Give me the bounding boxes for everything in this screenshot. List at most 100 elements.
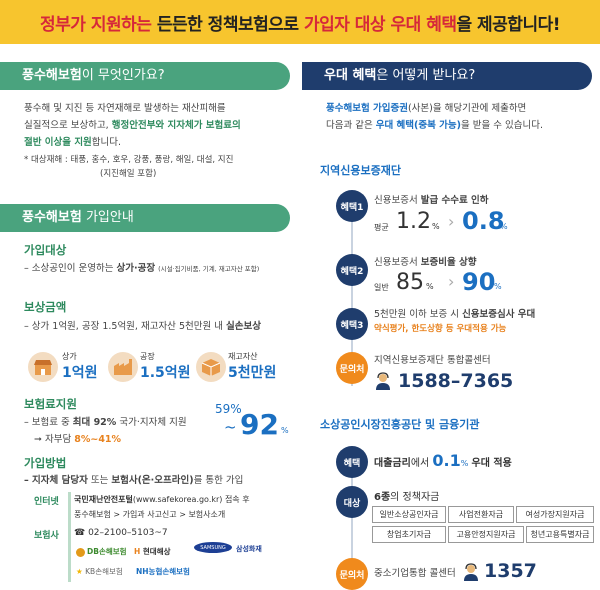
fund-b2-from: 85 bbox=[396, 270, 424, 295]
what-body: 풍수해 및 지진 등 자연재해로 발생하는 재산피해를 실질적으로 보상하고, … bbox=[24, 100, 294, 181]
premium-label: 보험료지원 bbox=[24, 397, 77, 411]
factory-label: 공장 bbox=[140, 352, 155, 361]
fund-b1-prefix: 평균 bbox=[374, 223, 389, 232]
fund-b1-from-pct: % bbox=[432, 222, 440, 231]
target-text: – 소상공인이 운영하는 bbox=[24, 263, 114, 274]
benefit-line2b: 우대 혜택(중복 가능) bbox=[375, 120, 461, 131]
fund-badge-1: 혜택1 bbox=[336, 190, 368, 222]
fund-b3-text: 5천만원 이하 보증 시 bbox=[374, 309, 460, 320]
hyundai-logo-icon: H bbox=[134, 547, 141, 556]
logo-db-text: DB손해보험 bbox=[87, 547, 127, 556]
agency-contact-number[interactable]: 1357 bbox=[484, 560, 537, 582]
fund-timeline bbox=[351, 196, 353, 386]
what-title-rest: 이 무엇인가요? bbox=[81, 68, 165, 83]
fund-chip-5: 고용안정지원자금 bbox=[448, 526, 524, 543]
fund-b1-to: 0.8 bbox=[462, 207, 505, 235]
internet-line1[interactable]: 국민재난안전포털(www.safekorea.go.kr) 접속 후 bbox=[74, 494, 250, 505]
benefit-line2c: 을 받을 수 있습니다. bbox=[460, 120, 543, 131]
fund-b3-sub: 약식평가, 한도상향 등 우대적용 가능 bbox=[374, 324, 507, 334]
benefit-title-bold: 우대 혜택 bbox=[324, 68, 377, 83]
banner-part1: 정부가 지원하는 bbox=[40, 14, 152, 35]
fund-b1-from: 1.2 bbox=[396, 209, 431, 234]
fund-b2-from-pct: % bbox=[426, 282, 434, 291]
agency-badge-benefit: 혜택 bbox=[336, 446, 368, 478]
fund-b3-line: 5천만원 이하 보증 시 신용보증심사 우대 bbox=[374, 306, 535, 323]
premium-from: 59% bbox=[215, 402, 242, 416]
fund-chip-2: 사업전환자금 bbox=[448, 506, 514, 523]
db-logo-icon bbox=[76, 547, 85, 557]
banner-part3: 가입자 대상 우대 혜택 bbox=[303, 14, 457, 35]
agency-b2-text: 의 정책자금 bbox=[390, 492, 440, 503]
fund-b2-prefix: 일반 bbox=[374, 283, 389, 292]
agency-b1-text2: 에서 bbox=[410, 458, 430, 469]
agency-b1-pct: % bbox=[460, 459, 469, 468]
fund-b2-to-pct: % bbox=[494, 282, 502, 291]
fund-chip-1: 일반소상공인자금 bbox=[372, 506, 446, 523]
amount-text: – 상가 1억원, 공장 1.5억원, 재고자산 5천만원 내 bbox=[24, 321, 223, 332]
premium-line: – 보험료 중 최대 92% 국가·지자체 지원 bbox=[24, 414, 187, 431]
logo-kb: ★ KB손해보험 bbox=[76, 566, 123, 577]
agency-b2-bold: 6종 bbox=[374, 492, 391, 503]
method-bold: 보험사(온·오프라인) bbox=[111, 475, 194, 486]
logo-hyundai-text: 현대해상 bbox=[142, 547, 171, 556]
amount-line: – 상가 1억원, 공장 1.5억원, 재고자산 5천만원 내 실손보상 bbox=[24, 318, 261, 335]
store-label: 상가 bbox=[62, 352, 77, 361]
fund-contact-text: 지역신용보증재단 통합콜센터 bbox=[374, 355, 491, 366]
logo-hyundai: H 현대해상 bbox=[134, 546, 171, 557]
target-line: – 소상공인이 운영하는 상가·공장 (시설·집기비품, 기계, 재고자산 포함… bbox=[24, 260, 299, 278]
internet-url: (www.safekorea.go.kr) 접속 후 bbox=[132, 495, 250, 504]
guide-title-bold: 풍수해보험 bbox=[22, 210, 82, 225]
guide-title-rest: 가입안내 bbox=[81, 210, 134, 225]
fund-b2-arrow-icon: › bbox=[448, 272, 455, 291]
fund-b2-text: 신용보증서 bbox=[374, 257, 418, 268]
fund-b2-line: 신용보증서 보증비율 상향 bbox=[374, 254, 476, 271]
factory-value: 1.5억원 bbox=[140, 365, 191, 381]
fund-b1-to-pct: % bbox=[500, 222, 508, 231]
premium-pct: % bbox=[281, 426, 289, 435]
fund-contact-number[interactable]: 1588–7365 bbox=[398, 370, 514, 392]
agency-badge-target: 대상 bbox=[336, 486, 368, 518]
fund-b3-bold: 신용보증심사 우대 bbox=[462, 309, 536, 320]
logo-samsung: SAMSUNG bbox=[194, 542, 232, 553]
benefit-line1b: (사본)을 해당기관에 제출하면 bbox=[407, 103, 527, 114]
method-line: – 지자체 담당자 또는 보험사(온·오프라인)를 통한 가입 bbox=[24, 472, 243, 489]
guide-header: 풍수해보험 가입안내 bbox=[0, 204, 290, 232]
logo-nh: NH농협손해보험 bbox=[136, 567, 190, 576]
fund-b1-arrow-icon: › bbox=[448, 212, 455, 231]
inventory-box-icon bbox=[196, 352, 226, 382]
fund-chip-6: 청년고용특별자금 bbox=[526, 526, 594, 543]
target-bold: 상가·공장 bbox=[116, 263, 156, 274]
benefit-body: 풍수해보험 가입증권(사본)을 해당기관에 제출하면 다음과 같은 우대 혜택(… bbox=[326, 100, 596, 134]
agency-b1-rest: 우대 적용 bbox=[471, 458, 512, 469]
kb-logo-icon: ★ bbox=[76, 567, 83, 576]
right-column: 우대 혜택은 어떻게 받나요? 풍수해보험 가입증권(사본)을 해당기관에 제출… bbox=[302, 62, 600, 590]
store-value: 1억원 bbox=[62, 365, 98, 381]
what-line2b: 행정안전부와 지자체가 보험료의 bbox=[111, 120, 241, 131]
what-line2a: 실질적으로 보상하고, bbox=[24, 120, 109, 131]
fund-b2-to: 90 bbox=[462, 268, 496, 296]
method-label: 가입방법 bbox=[24, 456, 67, 470]
fund-contact-badge: 문의처 bbox=[336, 352, 368, 384]
internet-label: 인터넷 bbox=[34, 497, 59, 507]
benefit-line2a: 다음과 같은 bbox=[326, 120, 373, 131]
agency-b1-line: 대출금리에서 0.1% 우대 적용 bbox=[374, 451, 512, 470]
premium-self-line: ➞ 자부담 8%~41% bbox=[34, 431, 121, 448]
agency-b1-val: 0.1 bbox=[432, 451, 461, 470]
target-label: 가입대상 bbox=[24, 243, 67, 257]
benefit-line1a: 풍수해보험 가입증권 bbox=[326, 103, 408, 114]
agency-b1-text: 대출금리 bbox=[374, 458, 411, 469]
fund-b1-line: 신용보증서 발급 수수료 인하 bbox=[374, 192, 489, 209]
top-banner: 정부가 지원하는 든든한 정책보험으로 가입자 대상 우대 혜택 을 제공합니다! bbox=[0, 0, 600, 44]
agency-b2-line: 6종의 정책자금 bbox=[374, 488, 439, 503]
method-text: – 지자체 담당자 bbox=[24, 475, 88, 486]
target-small: (시설·집기비품, 기계, 재고자산 포함) bbox=[158, 265, 260, 273]
what-note2: (지진해일 포함) bbox=[100, 169, 157, 179]
inventory-value: 5천만원 bbox=[228, 365, 277, 381]
fund-badge-2: 혜택2 bbox=[336, 254, 368, 286]
agency-contact-badge: 문의처 bbox=[336, 558, 368, 590]
logo-kb-text: KB손해보험 bbox=[85, 567, 123, 576]
what-note1: * 대상재해 : 태풍, 홍수, 호우, 강풍, 풍랑, 해일, 대설, 지진 bbox=[24, 155, 234, 165]
fund-b1-text: 신용보증서 bbox=[374, 195, 418, 206]
banner-part4: 을 제공합니다! bbox=[456, 14, 560, 35]
agency-contact-text: 중소기업통합 콜센터 bbox=[374, 568, 456, 579]
